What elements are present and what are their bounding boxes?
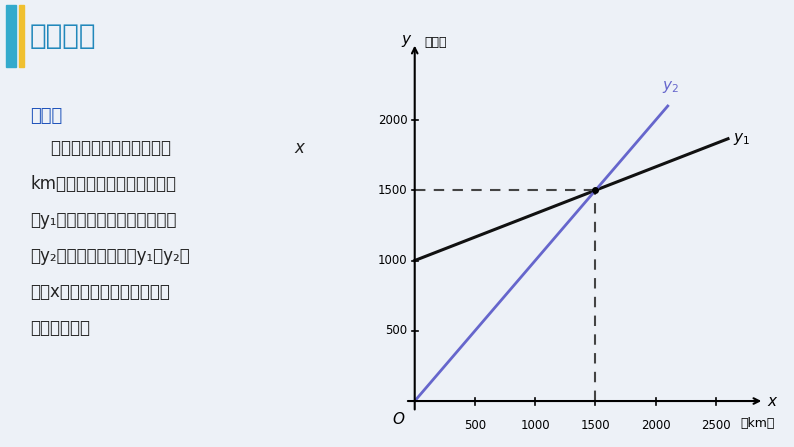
- Bar: [6, 5, 16, 67]
- Text: 1000: 1000: [520, 419, 550, 432]
- Text: $x$: $x$: [766, 393, 778, 409]
- Text: x: x: [294, 139, 304, 157]
- Text: 2000: 2000: [641, 419, 670, 432]
- Text: $y_1$: $y_1$: [733, 131, 750, 147]
- Text: km，应付给个体车主的月租费: km，应付给个体车主的月租费: [30, 175, 176, 194]
- Text: $y$: $y$: [401, 34, 412, 49]
- Text: 答下列问题：: 答下列问题：: [30, 319, 90, 337]
- Text: 500: 500: [464, 419, 486, 432]
- Text: $O$: $O$: [392, 411, 406, 427]
- Text: （km）: （km）: [740, 417, 774, 430]
- Text: 1500: 1500: [378, 184, 407, 197]
- Text: 是y₂元，图中两直线是y₁，y₂分: 是y₂元，图中两直线是y₁，y₂分: [30, 247, 190, 265]
- Text: 500: 500: [385, 324, 407, 337]
- Text: 是y₁元，付给出租公司的月租费: 是y₁元，付给出租公司的月租费: [30, 211, 176, 229]
- Text: 观察图象，设汽车每月行驶: 观察图象，设汽车每月行驶: [30, 139, 171, 157]
- Text: 引例：: 引例：: [30, 107, 62, 126]
- Text: （元）: （元）: [424, 36, 447, 49]
- Text: 别与x之间的函数关系图象，回: 别与x之间的函数关系图象，回: [30, 283, 170, 301]
- Text: $y_2$: $y_2$: [661, 79, 679, 95]
- Text: 2500: 2500: [701, 419, 730, 432]
- Text: 2000: 2000: [378, 114, 407, 127]
- Text: 1000: 1000: [378, 254, 407, 267]
- Bar: [19, 5, 24, 67]
- Text: 新课导入: 新课导入: [30, 22, 97, 50]
- Text: 1500: 1500: [580, 419, 611, 432]
